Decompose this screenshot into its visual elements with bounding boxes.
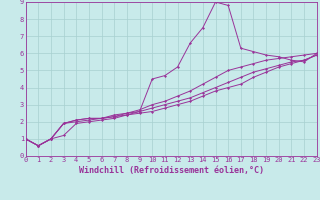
X-axis label: Windchill (Refroidissement éolien,°C): Windchill (Refroidissement éolien,°C) [79,166,264,175]
